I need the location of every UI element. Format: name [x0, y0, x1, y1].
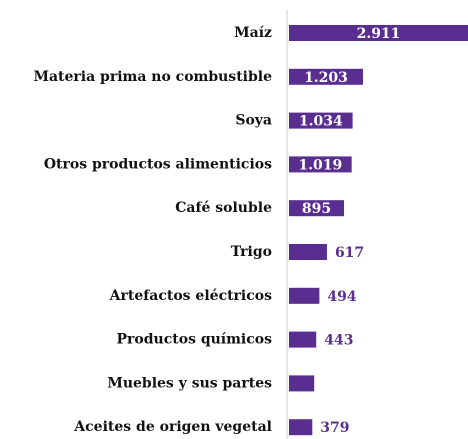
category-label: Aceites de origen vegetal — [73, 419, 272, 435]
bar — [289, 287, 320, 304]
data-label: 1.203 — [304, 70, 348, 86]
data-label: 1.034 — [299, 114, 343, 130]
data-label: 895 — [302, 201, 331, 217]
bar — [289, 419, 313, 436]
category-label: Trigo — [231, 244, 272, 260]
category-label: Productos químicos — [117, 332, 273, 348]
bar — [289, 112, 353, 129]
bar — [289, 200, 345, 217]
data-label: 2.911 — [357, 26, 401, 42]
data-label: 494 — [327, 289, 356, 305]
category-label: Maíz — [234, 25, 272, 41]
category-label: Soya — [235, 113, 272, 129]
data-label: 1.019 — [298, 157, 342, 173]
data-label: 617 — [335, 245, 364, 261]
category-label: Materia prima no combustible — [33, 69, 272, 85]
bar — [289, 244, 327, 260]
category-label: Café soluble — [175, 200, 272, 216]
bar — [289, 375, 315, 392]
data-label: 443 — [324, 333, 353, 349]
bar — [289, 25, 468, 41]
category-label: Muebles y sus partes — [107, 375, 272, 391]
category-label: Artefactos eléctricos — [109, 288, 272, 304]
bar — [289, 68, 363, 85]
bar — [289, 331, 317, 348]
category-label: Otros productos alimenticios — [44, 156, 272, 172]
data-label: 379 — [320, 420, 349, 436]
bar — [289, 156, 352, 173]
